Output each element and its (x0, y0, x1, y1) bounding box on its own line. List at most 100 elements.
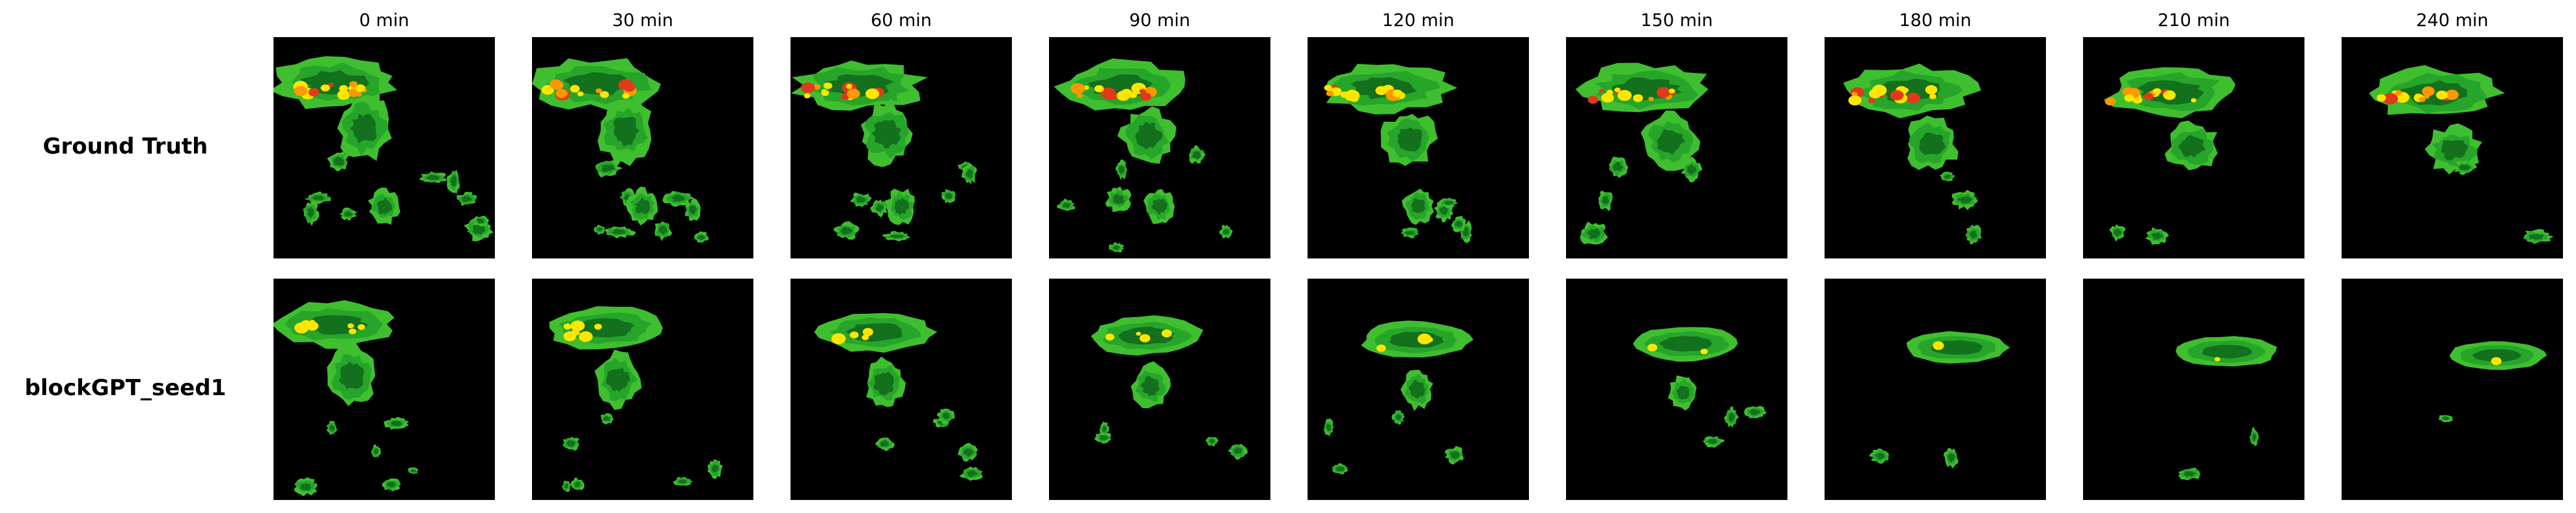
isolated-cell-core (635, 197, 651, 215)
intense-cell (623, 82, 636, 92)
small-echo-core (343, 211, 353, 217)
radar-image (791, 279, 1012, 500)
intense-cell (1929, 94, 1937, 100)
intense-cell (865, 88, 880, 100)
small-echo-core (2528, 234, 2544, 240)
small-echo-core (856, 196, 867, 203)
small-echo-core (670, 194, 686, 202)
small-echo-core (1687, 164, 1697, 176)
small-echo-core (839, 226, 854, 235)
small-echo-core (1062, 202, 1071, 209)
intense-cell (1588, 96, 1599, 104)
intense-cell (823, 82, 833, 89)
intense-cell (2105, 97, 2116, 105)
intense-cell (847, 89, 860, 99)
predicted-intense-cell (1376, 344, 1386, 352)
predicted-intense-cell (347, 323, 354, 329)
intense-cell (600, 91, 609, 98)
predicted-small-echo-core (329, 424, 335, 431)
intense-cell (821, 90, 829, 96)
predicted-small-echo-core (942, 412, 950, 420)
predicted-small-echo-core (410, 469, 417, 473)
column-title-30: 30 min (612, 10, 673, 31)
predicted-band-core (2472, 349, 2522, 363)
isolated-cell-core (1411, 198, 1426, 214)
predicted-intense-cell (861, 335, 869, 340)
ground-truth-panel-240min (2342, 37, 2563, 258)
predicted-intense-cell (594, 324, 602, 330)
predicted-intense-cell (578, 331, 593, 342)
intense-cell (1117, 90, 1130, 101)
predicted-intense-cell (1933, 341, 1944, 350)
intense-cell (328, 83, 334, 87)
storm-tail-core (1657, 129, 1686, 155)
predicted-small-echo-core (1209, 438, 1215, 443)
predicted-small-echo-core (677, 479, 688, 484)
intense-cell (2153, 88, 2161, 94)
predicted-intense-cell (309, 320, 315, 324)
small-echo-core (944, 193, 953, 199)
radar-image (273, 279, 495, 500)
predicted-intense-cell (2491, 357, 2502, 365)
prediction-panel-240min (2342, 279, 2563, 500)
intense-cell (2191, 98, 2196, 103)
small-echo-core (1192, 150, 1201, 159)
predicted-intense-cell (1136, 331, 1141, 336)
intense-cell (1851, 92, 1858, 97)
predicted-band-core (845, 323, 903, 342)
intense-cell (2424, 94, 2429, 99)
predicted-tail-core (1676, 385, 1690, 400)
prediction-panel-30min (532, 279, 753, 500)
intense-cell (2377, 94, 2387, 102)
storm-tail-core (1919, 132, 1946, 155)
intense-cell (1617, 90, 1632, 101)
predicted-small-echo-core (1326, 423, 1332, 432)
predicted-intense-cell (563, 323, 572, 330)
intense-cell (1905, 92, 1920, 104)
radar-background (2342, 279, 2563, 500)
predicted-band-core (576, 318, 635, 338)
prediction-panel-90min (1049, 279, 1270, 500)
radar-image (2083, 279, 2304, 500)
intense-cell (801, 82, 815, 93)
predicted-band-core (2202, 344, 2252, 359)
small-echo-core (1405, 230, 1416, 236)
radar-image (1308, 279, 1529, 500)
column-title-210: 210 min (2157, 10, 2230, 31)
intense-cell (1140, 92, 1151, 101)
predicted-intense-cell (357, 324, 365, 330)
small-echo-core (333, 156, 344, 167)
intense-cell (2422, 86, 2435, 96)
intense-cell (2395, 90, 2403, 96)
small-echo-core (601, 164, 615, 173)
predicted-band-core (1659, 336, 1713, 352)
predicted-intense-cell (1161, 329, 1172, 338)
intense-cell (2163, 90, 2176, 100)
small-echo-core (688, 204, 697, 215)
small-echo-core (1438, 206, 1448, 215)
predicted-intense-cell (862, 327, 873, 337)
intense-cell (577, 91, 584, 96)
small-echo-core (1586, 228, 1601, 240)
predicted-small-echo-core (1947, 453, 1955, 462)
predicted-small-echo-core (711, 464, 719, 473)
radar-image (2083, 37, 2304, 258)
intense-cell (1925, 85, 1938, 94)
small-echo-core (2113, 229, 2122, 237)
intense-cell (356, 84, 365, 92)
small-echo-core (1944, 174, 1952, 179)
prediction-panel-60min (791, 279, 1012, 500)
ground-truth-panel-60min (791, 37, 1012, 258)
intense-cell (1848, 95, 1862, 105)
predicted-intense-cell (294, 322, 309, 334)
intense-cell (1076, 93, 1083, 98)
radar-image (532, 37, 753, 258)
radar-image (532, 279, 753, 500)
isolated-cell-core (894, 197, 909, 215)
intense-cell (622, 92, 630, 99)
intense-cell (2144, 92, 2154, 100)
small-echo-core (1462, 226, 1469, 238)
small-echo-core (1612, 161, 1624, 171)
intense-cell (349, 81, 358, 88)
small-echo-core (611, 229, 626, 235)
